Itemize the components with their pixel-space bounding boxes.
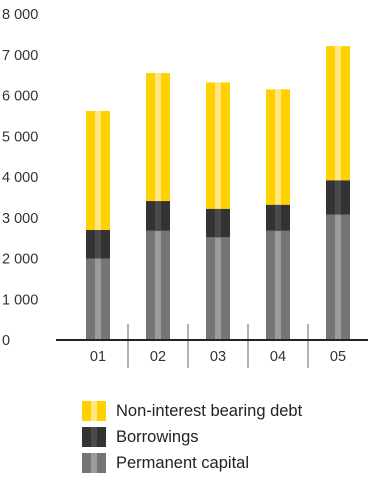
legend-item-permanent-capital: Permanent capital	[82, 450, 302, 476]
bar-stripe-borrowings	[155, 201, 161, 231]
chart-legend: Non-interest bearing debt Borrowings Per…	[82, 398, 302, 476]
y-tick-label: 0	[2, 333, 10, 349]
y-tick-label: 8 000	[2, 7, 38, 23]
bar-stripe-non-interest-bearing-debt	[215, 82, 221, 209]
bar-stripe-permanent-capital	[275, 230, 281, 340]
legend-label-permanent-capital: Permanent capital	[116, 453, 249, 472]
legend-swatch-permanent-capital	[82, 453, 106, 473]
y-tick-label: 7 000	[2, 48, 38, 64]
x-tick-label: 03	[210, 349, 226, 365]
bar-stripe-borrowings	[95, 229, 101, 259]
bar-stripe-non-interest-bearing-debt	[155, 73, 161, 202]
x-tick-label: 02	[150, 349, 166, 365]
y-tick-label: 4 000	[2, 170, 38, 186]
legend-label-borrowings: Borrowings	[116, 427, 199, 446]
bar-stripe-permanent-capital	[215, 237, 221, 340]
bar-stripe-borrowings	[335, 180, 341, 215]
bar-stripe-non-interest-bearing-debt	[275, 89, 281, 205]
bar-stripe-permanent-capital	[335, 214, 341, 340]
bar-stripe-permanent-capital	[95, 258, 101, 340]
legend-item-borrowings: Borrowings	[82, 424, 302, 450]
legend-swatch-non-interest-bearing-debt	[82, 401, 106, 421]
legend-item-non-interest-bearing-debt: Non-interest bearing debt	[82, 398, 302, 424]
y-tick-label: 5 000	[2, 129, 38, 145]
x-tick-label: 04	[270, 349, 286, 365]
y-tick-label: 6 000	[2, 89, 38, 105]
stacked-bar-chart: 0 1 000 2 000 3 000 4 000 5 000 6 000 7 000 8 00…	[2, 7, 368, 368]
bar-stripe-borrowings	[275, 204, 281, 231]
bar-stripe-permanent-capital	[155, 230, 161, 340]
x-tick-label: 05	[330, 349, 346, 365]
y-tick-label: 2 000	[2, 252, 38, 268]
bar-stripe-non-interest-bearing-debt	[95, 110, 101, 230]
x-tick-label: 01	[90, 349, 106, 365]
legend-swatch-borrowings	[82, 427, 106, 447]
y-tick-label: 1 000	[2, 292, 38, 308]
bar-stripe-borrowings	[215, 208, 221, 238]
y-tick-label: 3 000	[2, 211, 38, 227]
legend-label-non-interest-bearing-debt: Non-interest bearing debt	[116, 401, 303, 420]
bar-stripe-non-interest-bearing-debt	[335, 46, 341, 181]
